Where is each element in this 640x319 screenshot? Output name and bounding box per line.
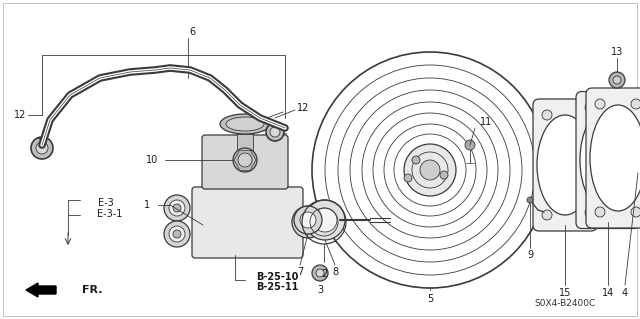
Circle shape: [609, 72, 625, 88]
FancyBboxPatch shape: [533, 99, 597, 231]
Circle shape: [631, 207, 640, 217]
Circle shape: [527, 197, 533, 203]
Text: FR.: FR.: [82, 285, 102, 295]
Circle shape: [621, 207, 631, 218]
Circle shape: [613, 76, 621, 84]
Ellipse shape: [537, 115, 593, 215]
Text: E-3: E-3: [98, 198, 114, 208]
Circle shape: [36, 142, 48, 154]
FancyBboxPatch shape: [202, 135, 288, 189]
Text: 14: 14: [602, 288, 614, 298]
Circle shape: [173, 204, 181, 212]
Circle shape: [300, 212, 316, 228]
Circle shape: [238, 153, 252, 167]
Ellipse shape: [220, 114, 270, 134]
Text: 10: 10: [146, 155, 158, 165]
Text: 2: 2: [321, 269, 327, 279]
Text: 8: 8: [332, 267, 338, 277]
Circle shape: [542, 110, 552, 120]
Text: 12: 12: [14, 110, 26, 120]
Text: 15: 15: [559, 288, 571, 298]
Circle shape: [595, 99, 605, 109]
Circle shape: [169, 200, 185, 216]
Text: 9: 9: [527, 250, 533, 260]
Circle shape: [298, 212, 318, 232]
Circle shape: [404, 174, 412, 182]
Circle shape: [316, 269, 324, 277]
FancyBboxPatch shape: [192, 187, 303, 258]
Bar: [237, 134, 253, 156]
Circle shape: [169, 226, 185, 242]
Circle shape: [465, 140, 475, 150]
Text: 7: 7: [297, 267, 303, 277]
Text: B-25-11: B-25-11: [256, 282, 298, 292]
Circle shape: [631, 99, 640, 109]
Circle shape: [578, 210, 588, 220]
Circle shape: [164, 221, 190, 247]
Text: 1: 1: [144, 200, 150, 210]
FancyArrow shape: [26, 283, 56, 297]
Circle shape: [305, 200, 345, 240]
Text: 4: 4: [622, 288, 628, 298]
FancyBboxPatch shape: [576, 92, 640, 228]
Ellipse shape: [590, 105, 640, 211]
Circle shape: [313, 208, 337, 232]
Ellipse shape: [226, 117, 264, 131]
Text: S0X4-B2400C: S0X4-B2400C: [534, 299, 596, 308]
Circle shape: [294, 206, 322, 234]
Circle shape: [270, 127, 280, 137]
Circle shape: [412, 156, 420, 164]
Circle shape: [404, 144, 456, 196]
Circle shape: [440, 171, 448, 179]
Circle shape: [420, 160, 440, 180]
Text: 11: 11: [480, 117, 492, 127]
Circle shape: [585, 102, 595, 113]
Text: 12: 12: [297, 103, 309, 113]
Circle shape: [266, 123, 284, 141]
Circle shape: [173, 230, 181, 238]
Circle shape: [164, 195, 190, 221]
Circle shape: [31, 137, 53, 159]
Text: 3: 3: [317, 285, 323, 295]
FancyBboxPatch shape: [586, 88, 640, 228]
Circle shape: [292, 206, 324, 238]
Circle shape: [312, 265, 328, 281]
Circle shape: [595, 207, 605, 217]
Circle shape: [621, 102, 631, 113]
Circle shape: [585, 207, 595, 218]
Text: 13: 13: [611, 47, 623, 57]
Circle shape: [542, 210, 552, 220]
Circle shape: [578, 110, 588, 120]
Text: 6: 6: [189, 27, 195, 37]
Text: B-25-10: B-25-10: [256, 272, 298, 282]
Text: 5: 5: [427, 294, 433, 304]
Text: E-3-1: E-3-1: [97, 209, 123, 219]
Ellipse shape: [580, 108, 636, 212]
Circle shape: [233, 148, 257, 172]
